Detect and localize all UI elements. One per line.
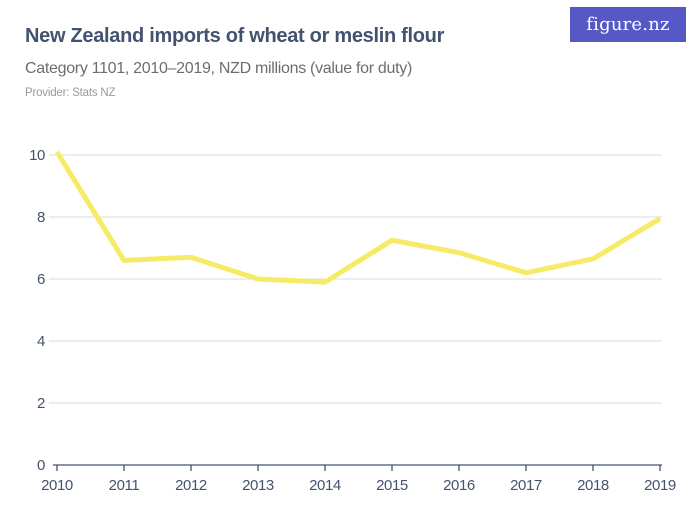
figure-nz-logo[interactable]: figure.nz: [570, 7, 686, 42]
provider-label: Provider: Stats NZ: [25, 87, 116, 99]
x-tick-label-2010: 2010: [41, 477, 73, 494]
y-tick-label-0: 0: [37, 457, 45, 474]
x-tick-label-2015: 2015: [376, 477, 408, 494]
x-axis-labels: 2010 2011 2012 2013 2014 2015 2016 2017 2018 2019: [41, 465, 676, 494]
y-tick-label-6: 6: [37, 271, 45, 288]
x-tick-label-2019: 2019: [644, 477, 676, 494]
x-tick-label-2016: 2016: [443, 477, 475, 494]
page-title: New Zealand imports of wheat or meslin f…: [25, 25, 445, 47]
x-tick-label-2018: 2018: [577, 477, 609, 494]
x-tick-label-2013: 2013: [242, 477, 274, 494]
gridlines: [49, 154, 662, 404]
x-tick-label-2017: 2017: [510, 477, 542, 494]
chart-subtitle: Category 1101, 2010–2019, NZD millions (…: [25, 60, 412, 77]
y-tick-label-8: 8: [37, 209, 45, 226]
y-tick-label-4: 4: [37, 333, 45, 350]
y-tick-label-10: 10: [29, 147, 45, 164]
x-tick-label-2012: 2012: [175, 477, 207, 494]
data-line-series-0: [54, 150, 662, 285]
figure-nz-logo-text: figure.nz: [586, 14, 670, 35]
y-axis-labels: 0 2 4 6 8 10: [29, 147, 45, 474]
x-tick-label-2014: 2014: [309, 477, 341, 494]
x-tick-label-2011: 2011: [109, 477, 140, 494]
y-tick-label-2: 2: [37, 395, 45, 412]
